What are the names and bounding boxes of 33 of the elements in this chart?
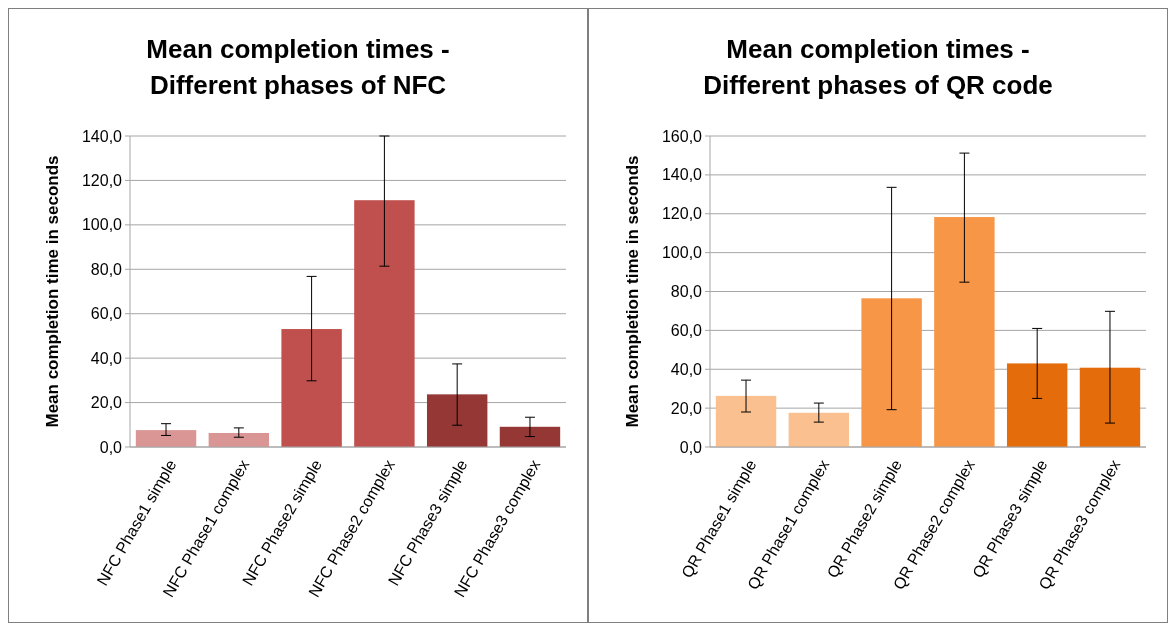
y-tick-label: 0,0 xyxy=(99,438,123,456)
y-tick-label: 40,0 xyxy=(670,360,703,378)
y-tick-label: 20,0 xyxy=(90,394,123,412)
bar xyxy=(861,298,922,447)
bar xyxy=(281,329,342,447)
y-tick-label: 100,0 xyxy=(661,244,703,262)
bar xyxy=(1079,367,1141,447)
bar xyxy=(135,430,197,447)
y-tick-label: 80,0 xyxy=(90,260,123,278)
y-tick-label: 60,0 xyxy=(670,321,703,339)
y-tick-label: 20,0 xyxy=(670,399,703,417)
y-tick-label: 120,0 xyxy=(81,172,123,190)
bar xyxy=(499,426,561,447)
y-tick-label: 60,0 xyxy=(90,305,123,323)
y-tick-label: 140,0 xyxy=(81,127,123,145)
bar xyxy=(1006,363,1068,447)
bar xyxy=(208,433,270,447)
bar xyxy=(788,412,850,447)
y-tick-label: 100,0 xyxy=(81,216,123,234)
chart-title: Mean completion times - Different phases of QR code xyxy=(703,34,1053,100)
y-axis-title: Mean completion time in seconds xyxy=(623,155,642,428)
bar xyxy=(934,217,995,447)
y-tick-label: 120,0 xyxy=(661,205,703,223)
y-axis-title: Mean completion time in seconds xyxy=(43,155,62,428)
chart-title: Mean completion times - Different phases of NFC xyxy=(146,34,450,100)
y-tick-label: 140,0 xyxy=(661,166,703,184)
bar xyxy=(426,394,488,447)
y-tick-label: 160,0 xyxy=(661,127,703,145)
bar xyxy=(354,200,415,447)
y-tick-label: 0,0 xyxy=(679,438,703,456)
bar xyxy=(715,395,777,447)
y-tick-label: 40,0 xyxy=(90,349,123,367)
y-tick-label: 80,0 xyxy=(670,283,703,301)
